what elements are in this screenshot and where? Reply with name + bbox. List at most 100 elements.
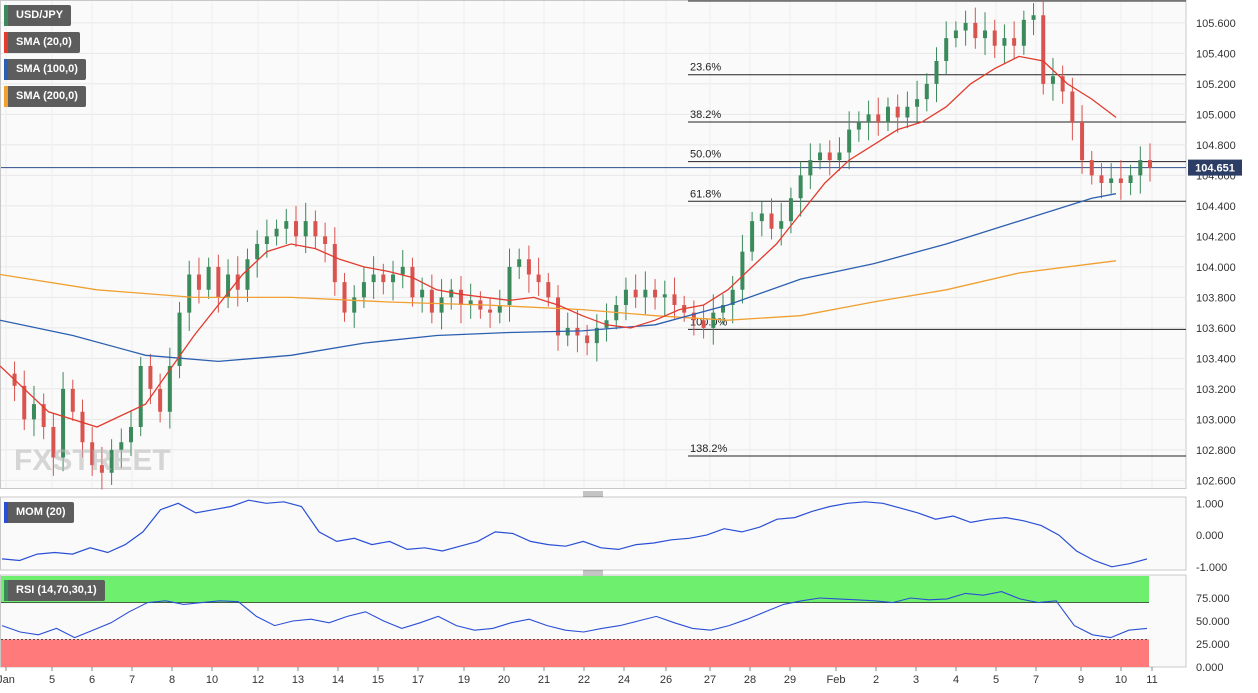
candle-body xyxy=(138,366,143,427)
date-tick-label: 7 xyxy=(1033,674,1039,686)
candle-body xyxy=(158,388,163,412)
price-tick-label: 103.200 xyxy=(1196,384,1236,396)
candle-body xyxy=(750,221,755,252)
date-tick-label: 8 xyxy=(169,674,175,686)
candle-body xyxy=(730,289,735,305)
price-tag-box xyxy=(1188,159,1242,176)
candle-body xyxy=(303,221,308,237)
mom-tick-label: -1.000 xyxy=(1196,562,1227,574)
panel-splitters[interactable] xyxy=(583,491,603,576)
candle-body xyxy=(779,221,784,229)
candle-body xyxy=(313,221,318,237)
candle-body xyxy=(80,411,85,443)
legend-sma200[interactable]: SMA (200,0) xyxy=(4,86,86,107)
candle-body xyxy=(643,289,648,298)
candle-body xyxy=(1002,38,1007,46)
date-tick-label: 6 xyxy=(89,674,95,686)
date-axis: Jan5678101213141517192021222426272829Feb… xyxy=(0,667,1158,686)
date-tick-label: 11 xyxy=(1146,674,1157,686)
candle-body xyxy=(293,221,298,237)
candle-body xyxy=(507,266,512,305)
fxstreet-watermark: FXSTREET xyxy=(14,444,171,477)
price-panel-frame xyxy=(0,0,1187,489)
price-tick-label: 105.000 xyxy=(1196,109,1236,121)
candle-body xyxy=(177,312,182,366)
mom-tick-label: 1.000 xyxy=(1196,498,1224,510)
legend-sma100[interactable]: SMA (100,0) xyxy=(4,59,86,80)
candle-body xyxy=(400,266,405,275)
date-tick-label: 27 xyxy=(704,674,716,686)
legend-mom-label: MOM (20) xyxy=(16,506,66,518)
price-tick-label: 105.200 xyxy=(1196,79,1236,91)
candle-body xyxy=(148,366,153,389)
price-tick-label: 102.800 xyxy=(1196,445,1236,457)
price-tick-label: 103.400 xyxy=(1196,353,1236,365)
candle-body xyxy=(847,129,852,153)
date-tick-label: 29 xyxy=(784,674,796,686)
candle-body xyxy=(284,221,289,229)
candle-body xyxy=(662,294,667,298)
date-tick-label: 2 xyxy=(873,674,879,686)
date-tick-label: 15 xyxy=(372,674,384,686)
candle-body xyxy=(924,83,929,100)
fib-label: 61.8% xyxy=(690,188,721,200)
candle-body xyxy=(856,122,861,130)
price-tick-label: 104.400 xyxy=(1196,201,1236,213)
sma20-line xyxy=(0,55,1117,428)
candle-body xyxy=(740,251,745,290)
date-tick-label: 5 xyxy=(49,674,55,686)
price-tag-text: 104.651 xyxy=(1195,163,1235,175)
legend-rsi[interactable]: RSI (14,70,30,1) xyxy=(4,580,105,601)
moving-averages xyxy=(0,55,1117,428)
date-tick-label: 9 xyxy=(1078,674,1084,686)
candle-body xyxy=(604,320,609,328)
candle-body xyxy=(449,289,454,298)
date-tick-label: 14 xyxy=(332,674,344,686)
date-tick-label: 20 xyxy=(498,674,510,686)
candle-body xyxy=(526,259,531,275)
price-tick-label: 104.200 xyxy=(1196,231,1236,243)
date-tick-label: 28 xyxy=(744,674,756,686)
legend-sma100-label: SMA (100,0) xyxy=(16,63,78,75)
candle-body xyxy=(429,289,434,313)
candle-body xyxy=(876,114,881,122)
candle-body xyxy=(895,106,900,118)
date-tick-label: 19 xyxy=(458,674,470,686)
date-tick-label: Jan xyxy=(0,674,15,686)
legend-symbol[interactable]: USD/JPY xyxy=(4,5,72,26)
candle-body xyxy=(1070,91,1075,122)
candle-body xyxy=(61,388,66,458)
candle-body xyxy=(1031,15,1036,20)
candle-body xyxy=(1138,160,1143,176)
fib-label: 38.2% xyxy=(690,109,721,121)
candle-body xyxy=(255,244,260,260)
candle-body xyxy=(691,312,696,321)
legend-sma20-label: SMA (20,0) xyxy=(16,36,72,48)
legend-mom[interactable]: MOM (20) xyxy=(4,502,74,523)
candle-body xyxy=(342,282,347,313)
candle-body xyxy=(468,300,473,305)
price-tick-label: 105.600 xyxy=(1196,18,1236,30)
candle-body xyxy=(934,61,939,84)
candle-body xyxy=(1148,160,1152,168)
candle-body xyxy=(90,442,95,466)
date-tick-label: 3 xyxy=(913,674,919,686)
candle-body xyxy=(497,305,502,313)
candle-body xyxy=(808,160,813,176)
candle-body xyxy=(70,388,75,412)
candle-body xyxy=(720,305,725,313)
candle-body xyxy=(352,297,357,313)
date-tick-label: 21 xyxy=(538,674,550,686)
candle-body xyxy=(963,22,968,31)
candle-body xyxy=(235,274,240,290)
fib-label: 138.2% xyxy=(690,443,728,455)
legend-sma20[interactable]: SMA (20,0) xyxy=(4,32,80,53)
candle-body xyxy=(798,175,803,199)
date-tick-label: Feb xyxy=(827,674,846,686)
candle-body xyxy=(1021,19,1026,46)
candle-body xyxy=(788,198,793,222)
mom-panel-frame xyxy=(0,496,1187,571)
candle-body xyxy=(594,327,599,344)
rsi-oversold-zone xyxy=(1,639,1149,667)
